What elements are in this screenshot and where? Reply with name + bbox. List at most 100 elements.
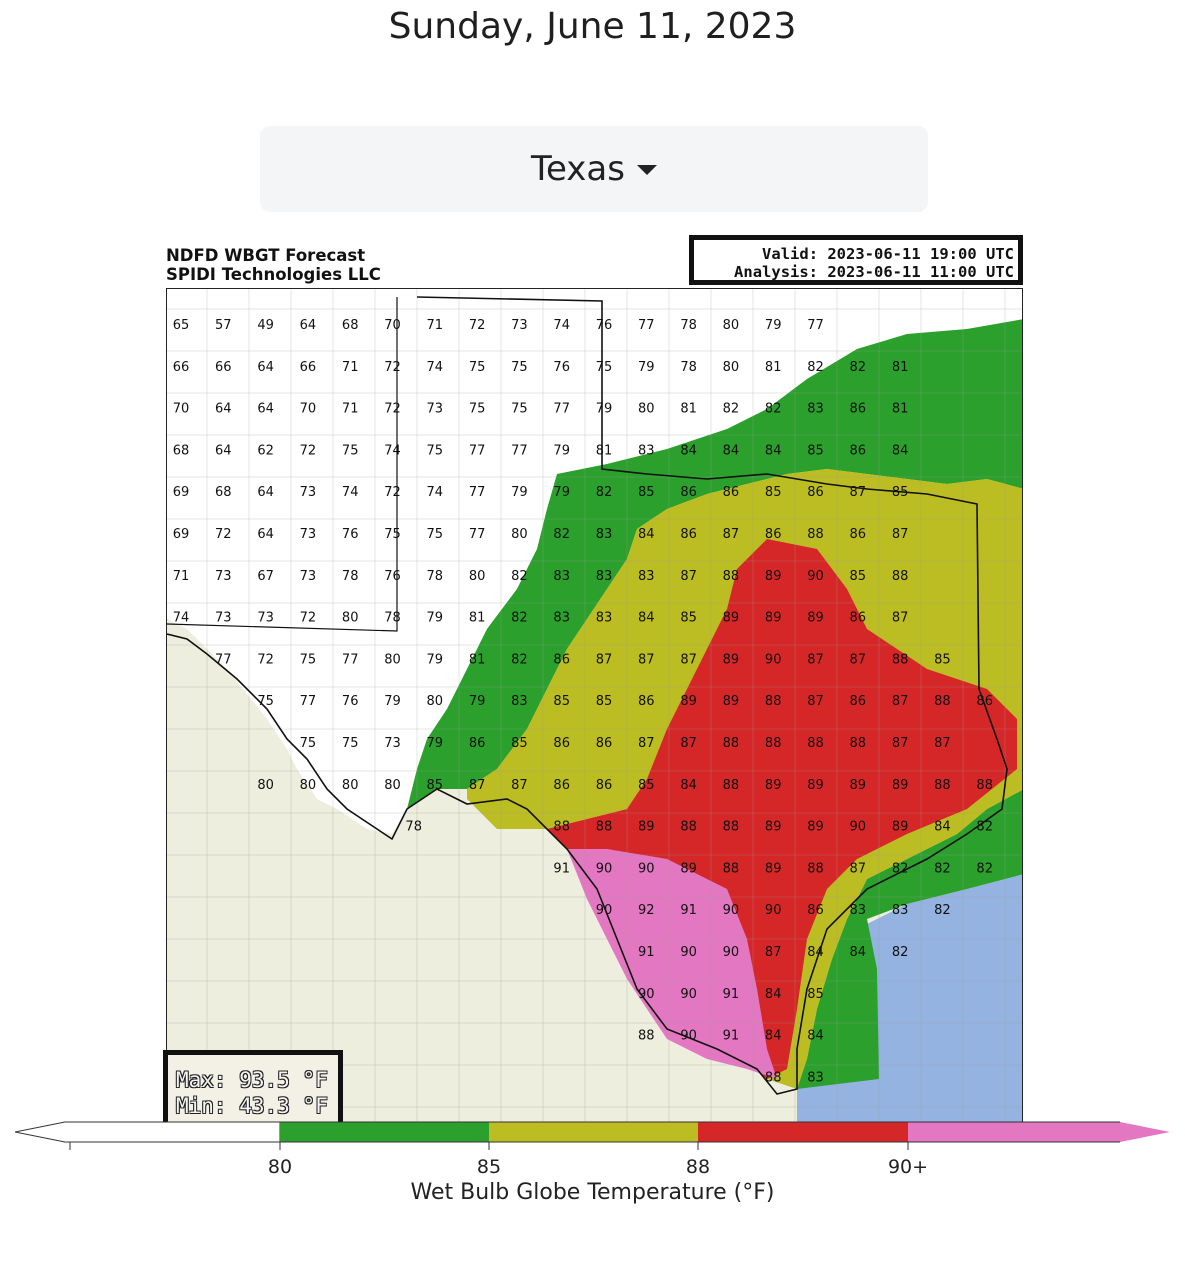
colorbar-title: Wet Bulb Globe Temperature (°F) (410, 1180, 775, 1205)
grid-value-label: 75 (342, 443, 359, 458)
grid-value-label: 87 (596, 652, 613, 667)
bin-below80-region (167, 289, 1022, 834)
caret-down-icon (636, 165, 657, 175)
grid-value-label: 76 (342, 527, 359, 542)
grid-value-label: 72 (384, 402, 401, 417)
grid-value-label: 77 (300, 694, 317, 709)
grid-value-label: 79 (469, 694, 486, 709)
grid-value-label: 85 (807, 987, 824, 1002)
grid-value-label: 67 (257, 569, 274, 584)
grid-value-label: 90 (723, 903, 740, 918)
grid-value-label: 77 (469, 443, 486, 458)
grid-value-label: 88 (723, 569, 740, 584)
grid-value-label: 85 (765, 485, 782, 500)
grid-value-label: 91 (723, 1029, 740, 1044)
grid-value-label: 84 (638, 527, 655, 542)
grid-value-label: 88 (892, 569, 909, 584)
grid-value-label: 89 (765, 778, 782, 793)
grid-value-label: 80 (469, 569, 486, 584)
grid-value-label: 88 (765, 694, 782, 709)
grid-value-label: 84 (723, 443, 740, 458)
grid-value-label: 79 (384, 694, 401, 709)
grid-value-label: 82 (976, 820, 993, 835)
grid-value-label: 89 (723, 652, 740, 667)
grid-value-label: 89 (850, 778, 867, 793)
grid-value-label: 85 (511, 736, 528, 751)
grid-value-label: 87 (469, 778, 486, 793)
grid-value-label: 89 (765, 611, 782, 626)
grid-value-label: 76 (342, 694, 359, 709)
grid-value-label: 89 (723, 694, 740, 709)
grid-value-label: 79 (596, 402, 613, 417)
grid-value-label: 90 (680, 1029, 697, 1044)
grid-value-label: 88 (892, 652, 909, 667)
min-value: Min: 43.3 °F (176, 1094, 328, 1118)
grid-value-label: 71 (173, 569, 190, 584)
grid-value-label: 86 (807, 485, 824, 500)
grid-value-label: 69 (173, 527, 190, 542)
grid-value-label: 73 (511, 318, 528, 333)
colorbar-tick-label-85: 85 (476, 1156, 502, 1178)
grid-value-label: 83 (892, 903, 909, 918)
grid-value-label: 89 (680, 694, 697, 709)
region-dropdown[interactable]: Texas (260, 126, 928, 212)
grid-value-label: 88 (765, 736, 782, 751)
grid-value-label: 73 (215, 611, 232, 626)
grid-value-label: 73 (257, 611, 274, 626)
county-lines (167, 289, 1022, 1122)
grid-value-label: 87 (807, 652, 824, 667)
colorbar-bin-below80 (15, 1121, 281, 1143)
grid-value-label: 75 (427, 527, 444, 542)
grid-value-label: 87 (511, 778, 528, 793)
grid-value-label: 64 (215, 402, 232, 417)
grid-value-label: 77 (807, 318, 824, 333)
grid-value-label: 85 (934, 652, 951, 667)
grid-value-label: 88 (638, 1029, 655, 1044)
grid-value-label: 88 (850, 736, 867, 751)
grid-value-label: 87 (638, 652, 655, 667)
grid-value-label: 88 (723, 820, 740, 835)
grid-value-label: 83 (807, 402, 824, 417)
grid-value-label: 88 (934, 778, 951, 793)
grid-value-label: 88 (723, 861, 740, 876)
grid-value-label: 80 (723, 360, 740, 375)
grid-value-label: 80 (384, 778, 401, 793)
grid-value-label: 88 (723, 736, 740, 751)
grid-value-label: 85 (680, 611, 697, 626)
grid-value-label: 64 (300, 318, 317, 333)
region-dropdown-label: Texas (531, 149, 625, 189)
grid-value-label: 86 (723, 485, 740, 500)
colorbar-tick-label-80: 80 (267, 1156, 293, 1178)
grid-value-label: 78 (405, 820, 422, 835)
grid-value-label: 91 (680, 903, 697, 918)
grid-value-label: 90 (850, 820, 867, 835)
grid-value-label: 81 (596, 443, 613, 458)
grid-value-label: 82 (934, 861, 951, 876)
grid-value-label: 90 (638, 987, 655, 1002)
grid-value-label: 75 (469, 360, 486, 375)
grid-value-label: 72 (300, 611, 317, 626)
grid-value-label: 82 (511, 611, 528, 626)
map-title: NDFD WBGT Forecast SPIDI Technologies LL… (166, 246, 381, 284)
grid-value-label: 82 (765, 402, 782, 417)
grid-value-label: 57 (215, 318, 232, 333)
grid-value-label: 87 (680, 569, 697, 584)
grid-value-label: 79 (427, 652, 444, 667)
grid-value-label: 82 (511, 652, 528, 667)
grid-value-label: 68 (173, 443, 190, 458)
grid-value-label: 78 (680, 360, 697, 375)
grid-value-label: 86 (553, 736, 570, 751)
grid-value-label: 74 (384, 443, 401, 458)
grid-value-label: 71 (427, 318, 444, 333)
grid-value-label: 80 (342, 611, 359, 626)
grid-value-label: 85 (638, 485, 655, 500)
grid-value-label: 64 (257, 360, 274, 375)
grid-value-label: 89 (807, 778, 824, 793)
grid-value-label: 66 (215, 360, 232, 375)
grid-value-label: 76 (596, 318, 613, 333)
grid-value-label: 75 (469, 402, 486, 417)
grid-value-label: 84 (892, 443, 909, 458)
grid-value-label: 83 (511, 694, 528, 709)
grid-value-label: 77 (469, 527, 486, 542)
grid-value-label: 83 (553, 611, 570, 626)
